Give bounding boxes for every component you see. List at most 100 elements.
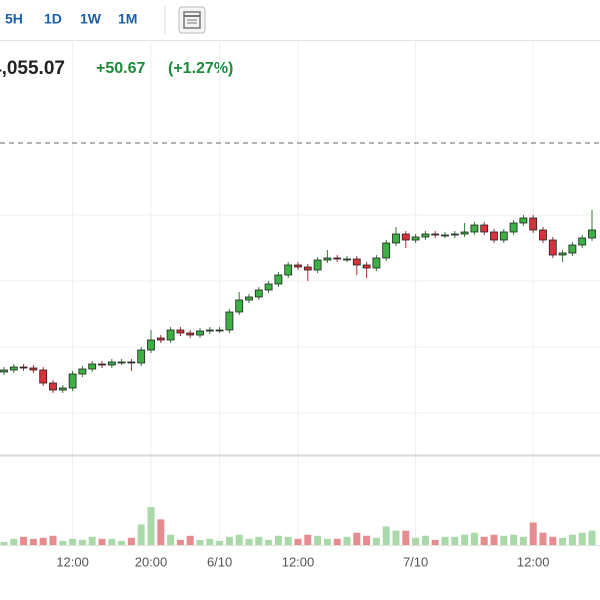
candle-body — [19, 366, 28, 369]
volume-bar — [402, 530, 410, 545]
volume-bar — [333, 538, 341, 545]
volume-bar — [255, 536, 263, 545]
candle-body — [568, 244, 577, 254]
volume-bar — [568, 534, 576, 545]
volume-bar — [0, 541, 8, 545]
candle-body — [215, 329, 224, 332]
candle-body — [9, 366, 18, 371]
x-tick-label: 12:00 — [282, 554, 315, 569]
volume-bar — [49, 535, 57, 545]
candle-body — [264, 283, 273, 291]
price: 4,055.07 — [0, 58, 65, 79]
range-button[interactable]: 5H — [5, 11, 23, 27]
candle-body — [98, 363, 106, 366]
candle-body — [499, 231, 508, 241]
volume-bar — [157, 519, 165, 545]
candle-body — [578, 237, 587, 246]
candle-body — [49, 382, 57, 391]
candle-body — [225, 311, 234, 331]
volume-bar — [274, 535, 282, 545]
candle-body — [245, 296, 253, 301]
volume-bar — [245, 538, 253, 545]
candle-body — [431, 233, 440, 236]
volume-bar — [519, 536, 527, 545]
volume-bar — [98, 538, 106, 545]
candle-body — [39, 369, 48, 384]
volume-bar — [108, 538, 116, 545]
volume-bar — [29, 538, 37, 545]
candle-body — [352, 258, 361, 266]
candle-body — [78, 368, 87, 375]
range-button[interactable]: 1M — [118, 11, 137, 27]
candle-body — [392, 233, 400, 244]
volume-bar — [20, 536, 28, 545]
volume-bar — [88, 536, 96, 545]
change-percent: (+1.27%) — [168, 60, 233, 77]
volume-bar — [167, 534, 175, 545]
candle-body — [88, 363, 97, 370]
volume-bar — [451, 536, 459, 545]
candle-body — [529, 217, 538, 231]
candle-body — [519, 217, 528, 224]
volume-bar — [127, 537, 135, 545]
x-tick-label: 6/10 — [207, 554, 232, 569]
volume-bar — [539, 532, 547, 545]
candle-body — [558, 252, 567, 256]
volume-bar — [461, 534, 469, 545]
candle-body — [284, 264, 293, 276]
volume-bar — [284, 536, 292, 545]
volume-bar — [343, 536, 351, 545]
candle-body — [58, 387, 67, 391]
x-tick-label: 20:00 — [135, 554, 168, 569]
volume-bar — [196, 539, 204, 545]
layout-icon[interactable] — [178, 6, 206, 34]
volume-bar — [480, 536, 488, 545]
candle-body — [421, 233, 430, 238]
candle-body — [441, 234, 449, 237]
volume-bar — [206, 538, 214, 545]
volume-bar — [510, 534, 518, 545]
volume-bar — [69, 538, 77, 545]
volume-bar — [10, 538, 18, 545]
toolbar: 5H 1D 1W 1M — [5, 6, 206, 34]
candle-body — [588, 229, 596, 239]
candle-body — [127, 361, 136, 364]
volume-bar — [265, 539, 273, 545]
volume-bar — [294, 538, 302, 545]
candle-body — [205, 329, 214, 332]
candle-body — [68, 373, 77, 389]
volume-bar — [147, 507, 155, 545]
volume-bar — [382, 526, 390, 545]
candle-body — [490, 231, 498, 241]
candle-body — [372, 257, 381, 269]
x-tick-label: 12:00 — [56, 554, 89, 569]
candle-body — [186, 332, 195, 336]
volume-bar — [78, 539, 86, 545]
volume-bar — [176, 539, 184, 545]
plot: 12:00 20:00 6/10 12:00 7/10 12:00 — [0, 40, 600, 569]
candle-body — [480, 224, 489, 233]
volume-bar — [421, 535, 429, 545]
volume-bar — [118, 540, 126, 545]
candle-body — [323, 257, 332, 261]
candle-body — [0, 369, 8, 373]
candle-body — [294, 264, 302, 268]
candle-body — [460, 231, 469, 235]
volume-bar — [363, 535, 371, 545]
volume-bar — [431, 539, 439, 545]
volume-bar — [470, 532, 478, 545]
volume-bar — [372, 537, 380, 545]
range-button[interactable]: 1W — [80, 11, 102, 27]
volume-bar — [186, 535, 194, 545]
candle-body — [156, 337, 165, 341]
volume-bar — [353, 532, 361, 545]
candle-body — [196, 330, 204, 336]
volume-bar — [235, 534, 243, 545]
candle-body — [29, 367, 38, 371]
candle-body — [401, 233, 410, 241]
volume-bar — [392, 530, 400, 545]
candle-body — [137, 349, 146, 364]
volume-bar — [314, 535, 322, 545]
range-button[interactable]: 1D — [44, 11, 62, 27]
candle-body — [147, 339, 155, 351]
